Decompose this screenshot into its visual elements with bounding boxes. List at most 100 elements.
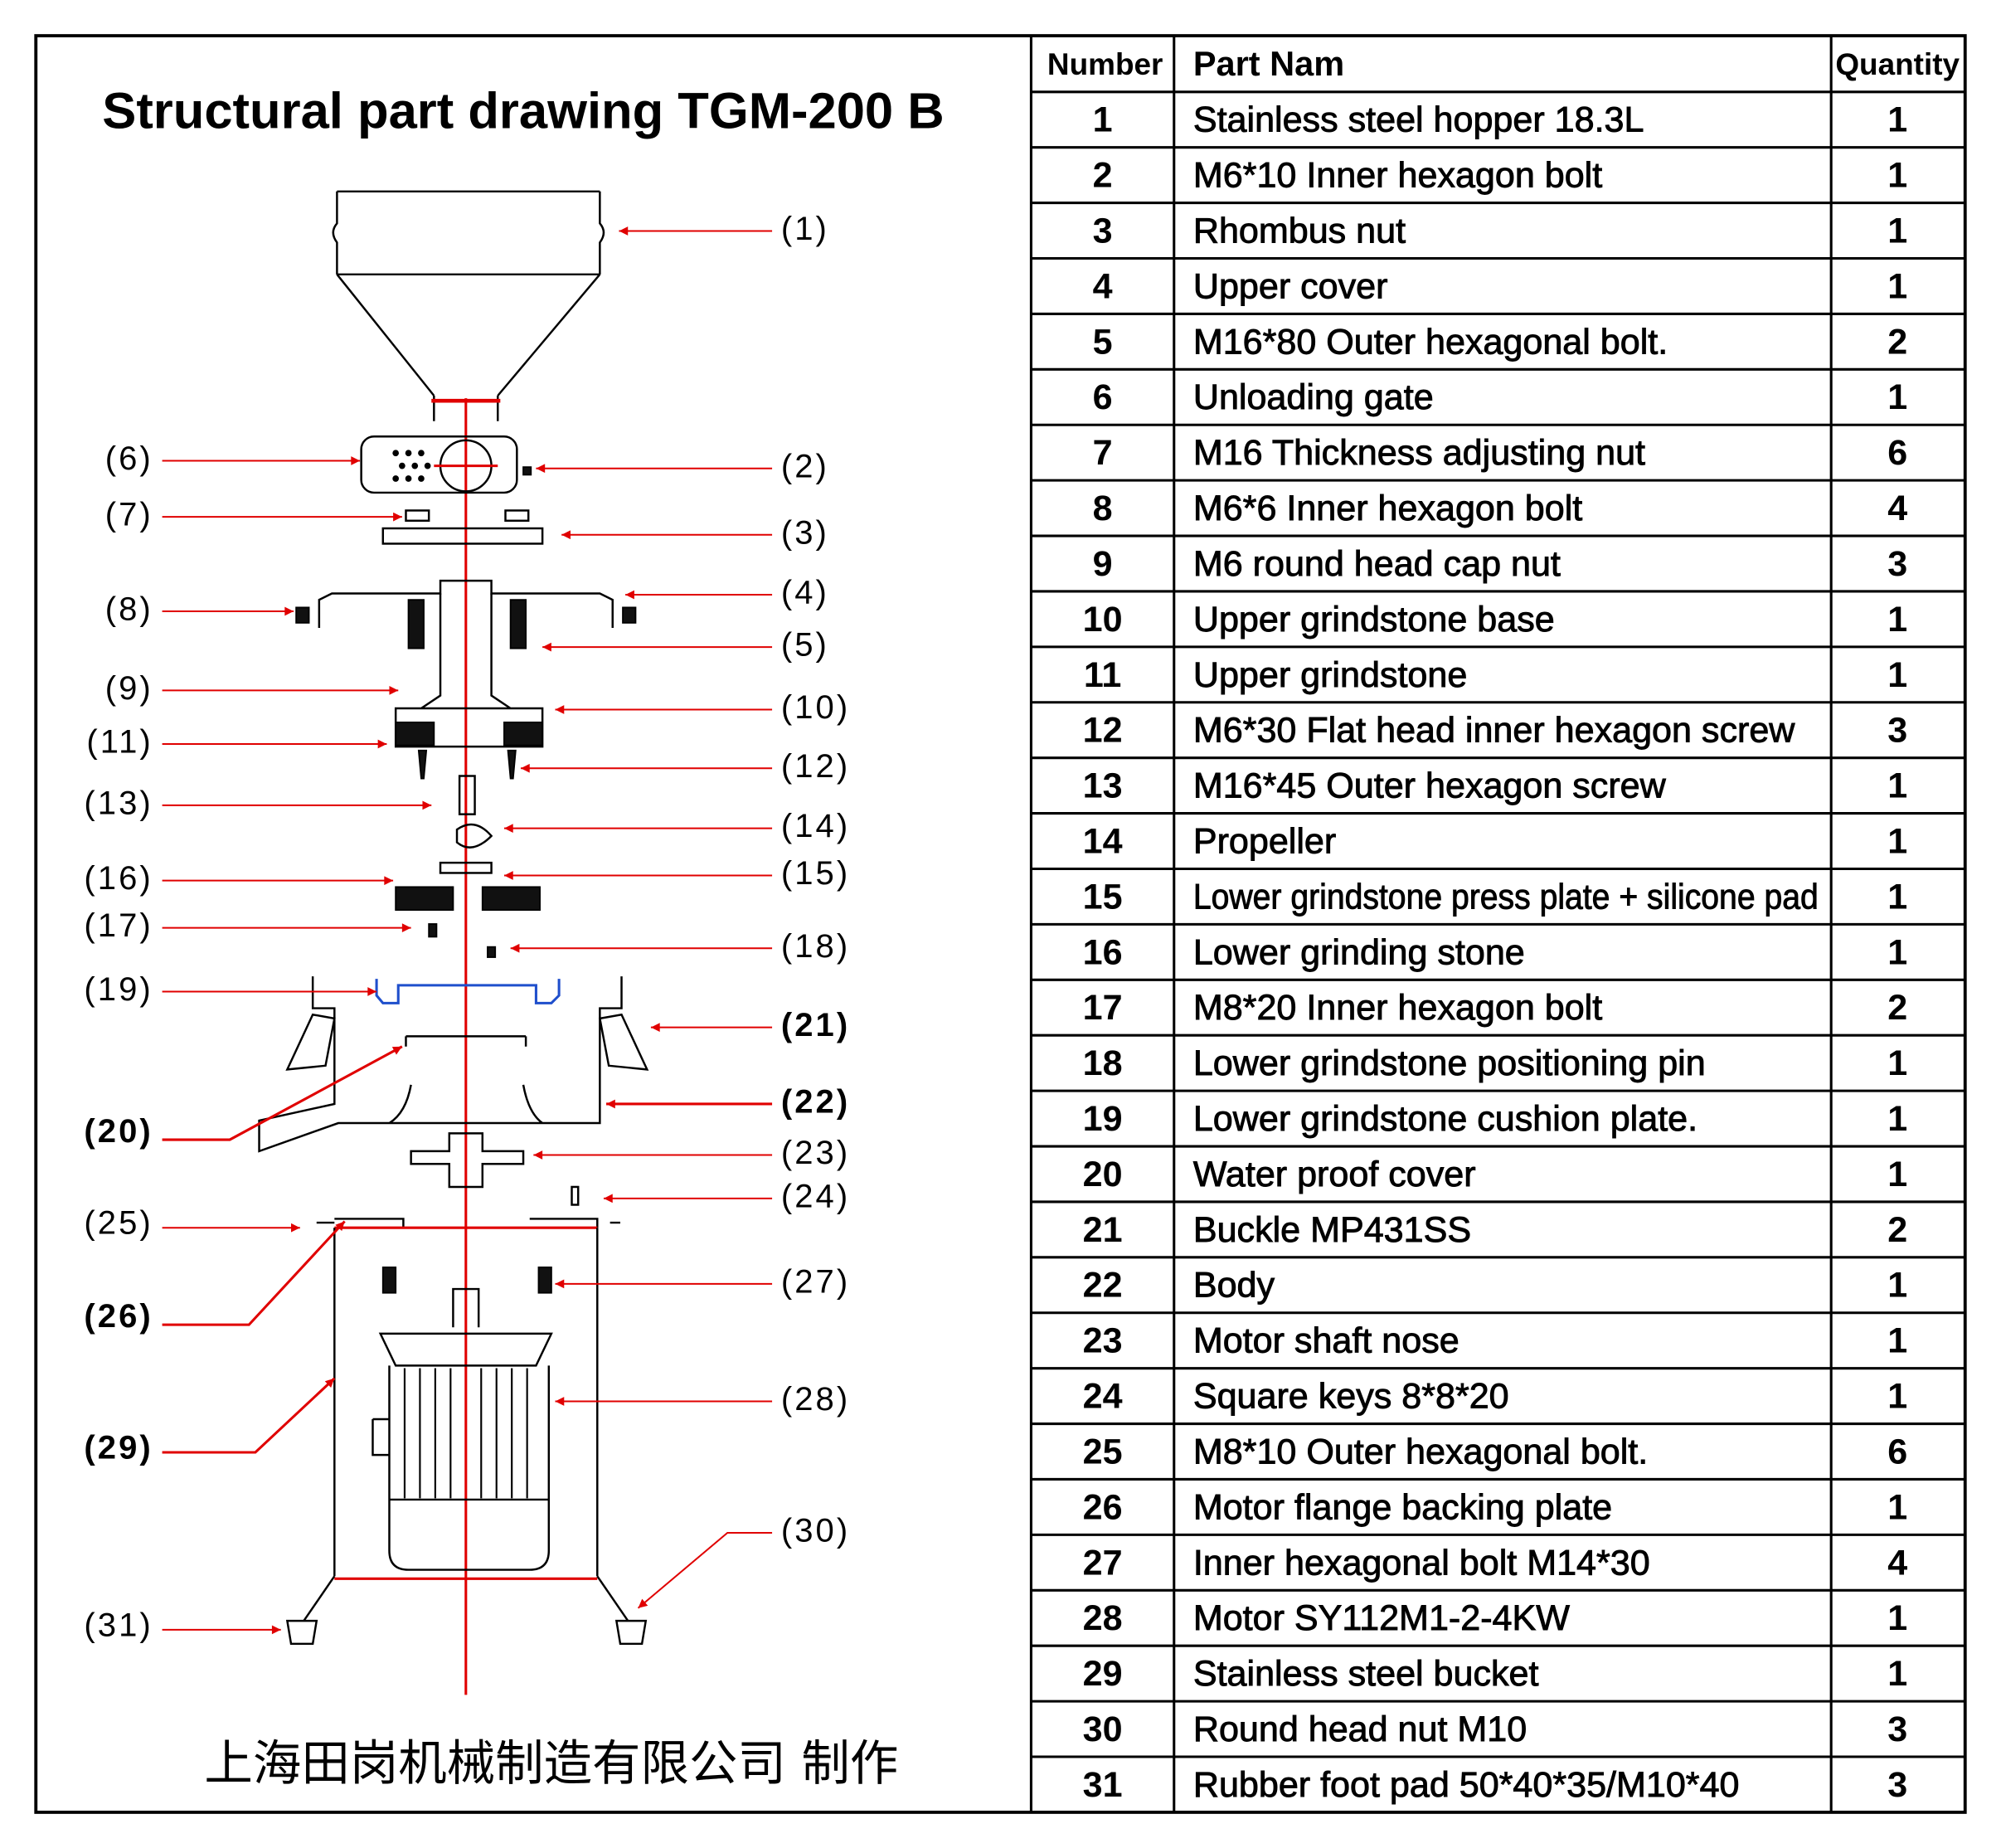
leader-arrow	[162, 1220, 346, 1326]
pin-18	[487, 946, 497, 958]
part-name: M6*30 Flat head inner hexagon screw	[1193, 711, 1795, 751]
callout-label: (26)	[84, 1298, 153, 1335]
part-name: M6*6 Inner hexagon bolt	[1193, 489, 1582, 528]
part-quantity: 1	[1887, 1155, 1907, 1194]
callout-label: (14)	[781, 808, 850, 844]
upper-grindstone-right	[503, 721, 544, 746]
part-name: Round head nut M10	[1193, 1709, 1527, 1749]
buckles	[285, 1013, 649, 1071]
part-name: M16*45 Outer hexagon screw	[1193, 766, 1667, 806]
callout-label: (29)	[84, 1429, 153, 1466]
table-header: Quantity	[1835, 47, 1960, 81]
callout-label: (10)	[781, 689, 850, 726]
part-number: 25	[1083, 1432, 1123, 1471]
part-name: Stainless steel bucket	[1193, 1654, 1539, 1694]
part-name: M6 round head cap nut	[1193, 544, 1561, 584]
part-number: 2	[1093, 156, 1113, 196]
lower-grindstone-right	[481, 886, 541, 911]
part-number: 8	[1093, 489, 1113, 528]
part-number: 11	[1084, 655, 1122, 695]
part-number: 29	[1083, 1654, 1123, 1694]
part-name: Stainless steel hopper 18.3L	[1193, 100, 1644, 140]
callout-label: (19)	[84, 971, 153, 1008]
hopper	[332, 190, 605, 421]
part-number: 18	[1083, 1043, 1123, 1083]
callout-label: (31)	[84, 1607, 153, 1643]
body	[258, 976, 623, 1153]
part-quantity: 1	[1887, 156, 1907, 196]
gate-dots	[392, 450, 431, 482]
part-name: Rhombus nut	[1193, 212, 1406, 251]
part-number: 19	[1083, 1099, 1123, 1139]
callout-label: (5)	[781, 627, 829, 664]
part-quantity: 1	[1887, 932, 1907, 972]
part-number: 16	[1083, 932, 1123, 972]
part-number: 1	[1093, 100, 1113, 140]
part-number: 5	[1093, 322, 1113, 362]
callout-label: (20)	[84, 1113, 153, 1150]
rhombus-nut	[381, 527, 544, 545]
motor-fins	[403, 1368, 528, 1499]
callout-label: (2)	[781, 448, 829, 484]
machine-drawing	[258, 190, 649, 1695]
part-number: 24	[1083, 1377, 1123, 1417]
part-name: Lower grindstone cushion plate.	[1193, 1099, 1697, 1139]
part-name: Body	[1193, 1266, 1275, 1306]
part-quantity: 6	[1887, 1432, 1907, 1471]
parts-table: Number Part Nam Quantity 1 Stainless steel h…	[1029, 36, 1965, 1812]
part-number: 27	[1083, 1543, 1123, 1583]
part-quantity: 3	[1887, 1765, 1907, 1805]
bolt-2	[522, 466, 532, 476]
callout-label: (25)	[84, 1205, 153, 1242]
part-name: M16*80 Outer hexagonal bolt.	[1193, 322, 1668, 362]
callout-label: (8)	[105, 591, 153, 628]
nut-7b	[504, 509, 530, 523]
part-quantity: 1	[1887, 1598, 1907, 1638]
bolt-8a	[295, 606, 310, 624]
part-quantity: 4	[1887, 1543, 1907, 1583]
part-number: 21	[1083, 1210, 1123, 1250]
part-quantity: 2	[1887, 322, 1907, 362]
part-quantity: 1	[1887, 600, 1907, 640]
part-name: Unloading gate	[1193, 377, 1434, 417]
part-name: Lower grindstone press plate + silicone …	[1193, 877, 1819, 917]
part-name: Rubber foot pad 50*40*35/M10*40	[1193, 1765, 1740, 1805]
leader-arrow	[162, 1377, 336, 1454]
bolt-17	[428, 923, 438, 938]
unloading-gate	[360, 435, 518, 494]
part-name: M8*10 Outer hexagonal bolt.	[1193, 1432, 1648, 1471]
part-quantity: 6	[1887, 433, 1907, 473]
callout-label: (27)	[781, 1263, 850, 1300]
part-quantity: 4	[1887, 489, 1907, 528]
part-quantity: 1	[1887, 1266, 1907, 1306]
bolt-27b	[537, 1266, 552, 1294]
part-number: 23	[1083, 1321, 1123, 1361]
part-name: Motor flange backing plate	[1193, 1487, 1612, 1527]
part-number: 15	[1083, 877, 1123, 917]
lower-grindstone-left	[395, 886, 454, 911]
part-quantity: 1	[1887, 1099, 1907, 1139]
part-quantity: 1	[1887, 655, 1907, 695]
part-number: 31	[1083, 1765, 1123, 1805]
cushion-plate	[375, 979, 561, 1004]
part-quantity: 1	[1887, 1654, 1907, 1694]
part-number: 26	[1083, 1487, 1123, 1527]
leader-arrow	[637, 1531, 773, 1609]
part-number: 9	[1093, 544, 1113, 584]
part-name: Motor shaft nose	[1193, 1321, 1459, 1361]
callout-label: (24)	[781, 1178, 850, 1214]
part-number: 13	[1083, 766, 1123, 806]
part-quantity: 1	[1887, 877, 1907, 917]
part-name: M16 Thickness adjusting nut	[1193, 433, 1645, 473]
part-number: 10	[1083, 600, 1123, 640]
bolt-8b	[622, 606, 637, 624]
callout-label: (23)	[781, 1135, 850, 1171]
callout-label: (22)	[781, 1084, 850, 1121]
bolt-5b	[509, 599, 527, 649]
part-name: Lower grinding stone	[1193, 932, 1525, 972]
part-quantity: 1	[1887, 1377, 1907, 1417]
part-quantity: 1	[1887, 1043, 1907, 1083]
nut-7a	[405, 509, 430, 523]
callout-label: (4)	[781, 575, 829, 611]
